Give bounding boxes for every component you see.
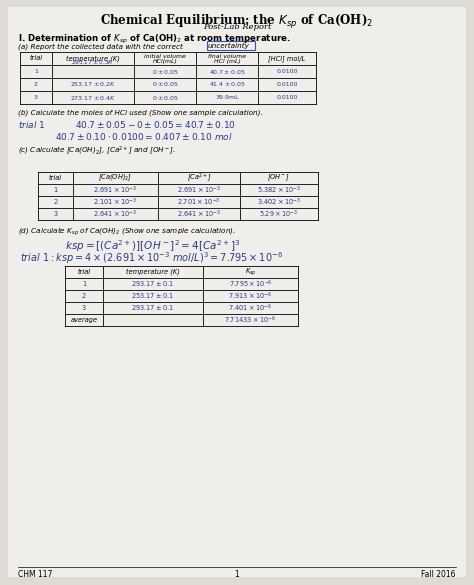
Text: 3: 3	[34, 95, 38, 100]
Text: [OH$^-$]: [OH$^-$]	[267, 173, 291, 183]
Text: $40.7\pm0.05 - 0\pm0.05 = 40.7\pm0.10$: $40.7\pm0.05 - 0\pm0.05 = 40.7\pm0.10$	[75, 119, 236, 130]
Text: $253.17\pm0.2K$: $253.17\pm0.2K$	[70, 81, 116, 88]
Text: 2: 2	[34, 82, 38, 87]
Text: $40.7\pm0.05$: $40.7\pm0.05$	[209, 67, 245, 75]
Text: $ksp = [(Ca^{2+})][OH^-]^2 = 4[Ca^{2+}]^3$: $ksp = [(Ca^{2+})][OH^-]^2 = 4[Ca^{2+}]^…	[65, 238, 240, 254]
Text: $2.641\times10^{-3}$: $2.641\times10^{-3}$	[93, 208, 137, 219]
Text: 3: 3	[82, 305, 86, 311]
Text: (b) Calculate the moles of HCl used (Show one sample calculation).: (b) Calculate the moles of HCl used (Sho…	[18, 109, 263, 116]
Text: $trial\ 1: ksp = 4\times(2.691\times10^{-3}\ mol/L)^3 = 7.795\times10^{-6}$: $trial\ 1: ksp = 4\times(2.691\times10^{…	[20, 250, 283, 266]
Text: HCl (mL): HCl (mL)	[214, 58, 240, 64]
Text: temperature (K): temperature (K)	[126, 269, 180, 276]
Text: Post-Lab Report: Post-Lab Report	[203, 23, 271, 31]
Text: CHM 117: CHM 117	[18, 570, 52, 579]
Text: 1: 1	[54, 187, 57, 193]
Text: $41.4\pm0.05$: $41.4\pm0.05$	[209, 81, 246, 88]
Text: $40.7\pm0.10 \cdot 0.0100 = 0.407\pm0.10\ mol$: $40.7\pm0.10 \cdot 0.0100 = 0.407\pm0.10…	[55, 131, 233, 142]
Text: $3.402\times10^{-3}$: $3.402\times10^{-3}$	[257, 197, 301, 208]
Text: final volume: final volume	[208, 53, 246, 59]
Text: 1: 1	[235, 570, 239, 579]
FancyBboxPatch shape	[8, 7, 466, 577]
Text: $293.17\pm0.1$: $293.17\pm0.1$	[131, 280, 174, 288]
Text: $K_{sp}$: $K_{sp}$	[245, 266, 256, 278]
Text: temperature (K): temperature (K)	[66, 55, 120, 62]
Text: Fall 2016: Fall 2016	[421, 570, 456, 579]
Text: (d) Calculate $K_{sp}$ of Ca(OH)$_2$ (Show one sample calculation).: (d) Calculate $K_{sp}$ of Ca(OH)$_2$ (Sh…	[18, 226, 236, 239]
Text: $2.691\times10^{-3}$: $2.691\times10^{-3}$	[93, 184, 137, 195]
Text: 3: 3	[54, 211, 57, 217]
Text: $2.701\times10^{-3}$: $2.701\times10^{-3}$	[177, 197, 221, 208]
Text: $7.913\times10^{-6}$: $7.913\times10^{-6}$	[228, 290, 273, 302]
Text: average: average	[71, 317, 98, 323]
Text: 2: 2	[82, 293, 86, 299]
Text: trial: trial	[49, 175, 62, 181]
Text: [HCl] mol/L: [HCl] mol/L	[268, 55, 306, 62]
Text: [Ca$^{2+}$]: [Ca$^{2+}$]	[187, 171, 211, 184]
Text: $2.101\times10^{-3}$: $2.101\times10^{-3}$	[93, 197, 137, 208]
Text: 0.0100: 0.0100	[276, 69, 298, 74]
Text: 0.0100: 0.0100	[276, 95, 298, 100]
Text: (a) Report the collected data with the correct: (a) Report the collected data with the c…	[18, 43, 185, 50]
Text: initial volume: initial volume	[144, 53, 186, 59]
Text: trial: trial	[77, 269, 91, 275]
Text: $0\pm0.05$: $0\pm0.05$	[152, 94, 179, 102]
Text: trial: trial	[29, 56, 43, 61]
Text: 1: 1	[34, 69, 38, 74]
Text: 1: 1	[82, 281, 86, 287]
Text: uncertainty: uncertainty	[208, 43, 250, 49]
Text: $0\pm0.05$: $0\pm0.05$	[152, 81, 179, 88]
Text: $0\pm0.05$: $0\pm0.05$	[152, 67, 179, 75]
Text: $7.401\times10^{-6}$: $7.401\times10^{-6}$	[228, 302, 273, 314]
Bar	[207, 41, 255, 50]
Text: $5.382\times10^{-3}$: $5.382\times10^{-3}$	[257, 184, 301, 195]
Text: $7.71433\times10^{-6}$: $7.71433\times10^{-6}$	[225, 314, 276, 326]
Text: (c) Calculate [Ca(OH)$_2$], [Ca$^{2+}$] and [OH$^-$].: (c) Calculate [Ca(OH)$_2$], [Ca$^{2+}$] …	[18, 144, 176, 157]
Text: 0.0100: 0.0100	[276, 82, 298, 87]
Text: Chemical Equilibrium: the $K_{sp}$ of Ca(OH)$_2$: Chemical Equilibrium: the $K_{sp}$ of Ca…	[100, 13, 374, 31]
Text: $\mathit{trial\ 1}$: $\mathit{trial\ 1}$	[18, 119, 46, 130]
Text: I. Determination of $K_{sp}$ of Ca(OH)$_2$ at room temperature.: I. Determination of $K_{sp}$ of Ca(OH)$_…	[18, 33, 291, 46]
Text: $293.17\pm0.1$: $293.17\pm0.1$	[131, 304, 174, 312]
Text: $5.29\times10^{-3}$: $5.29\times10^{-3}$	[259, 208, 299, 219]
Text: $2.641\times10^{-3}$: $2.641\times10^{-3}$	[177, 208, 221, 219]
Text: $2.691\times10^{-3}$: $2.691\times10^{-3}$	[177, 184, 221, 195]
Text: $253.17\pm0.1$: $253.17\pm0.1$	[131, 291, 174, 301]
Text: 2: 2	[54, 199, 58, 205]
Text: HCl(mL): HCl(mL)	[153, 58, 177, 64]
Text: 39.9mL: 39.9mL	[215, 95, 239, 100]
Text: $7.795\times10^{-6}$: $7.795\times10^{-6}$	[228, 278, 273, 290]
Text: $273.17\pm0.4K$: $273.17\pm0.4K$	[70, 94, 116, 102]
Text: [Ca(OH)$_2$]: [Ca(OH)$_2$]	[99, 173, 133, 183]
Text: $\mathit{293.17 \pm 0.3K}$: $\mathit{293.17 \pm 0.3K}$	[72, 57, 115, 66]
